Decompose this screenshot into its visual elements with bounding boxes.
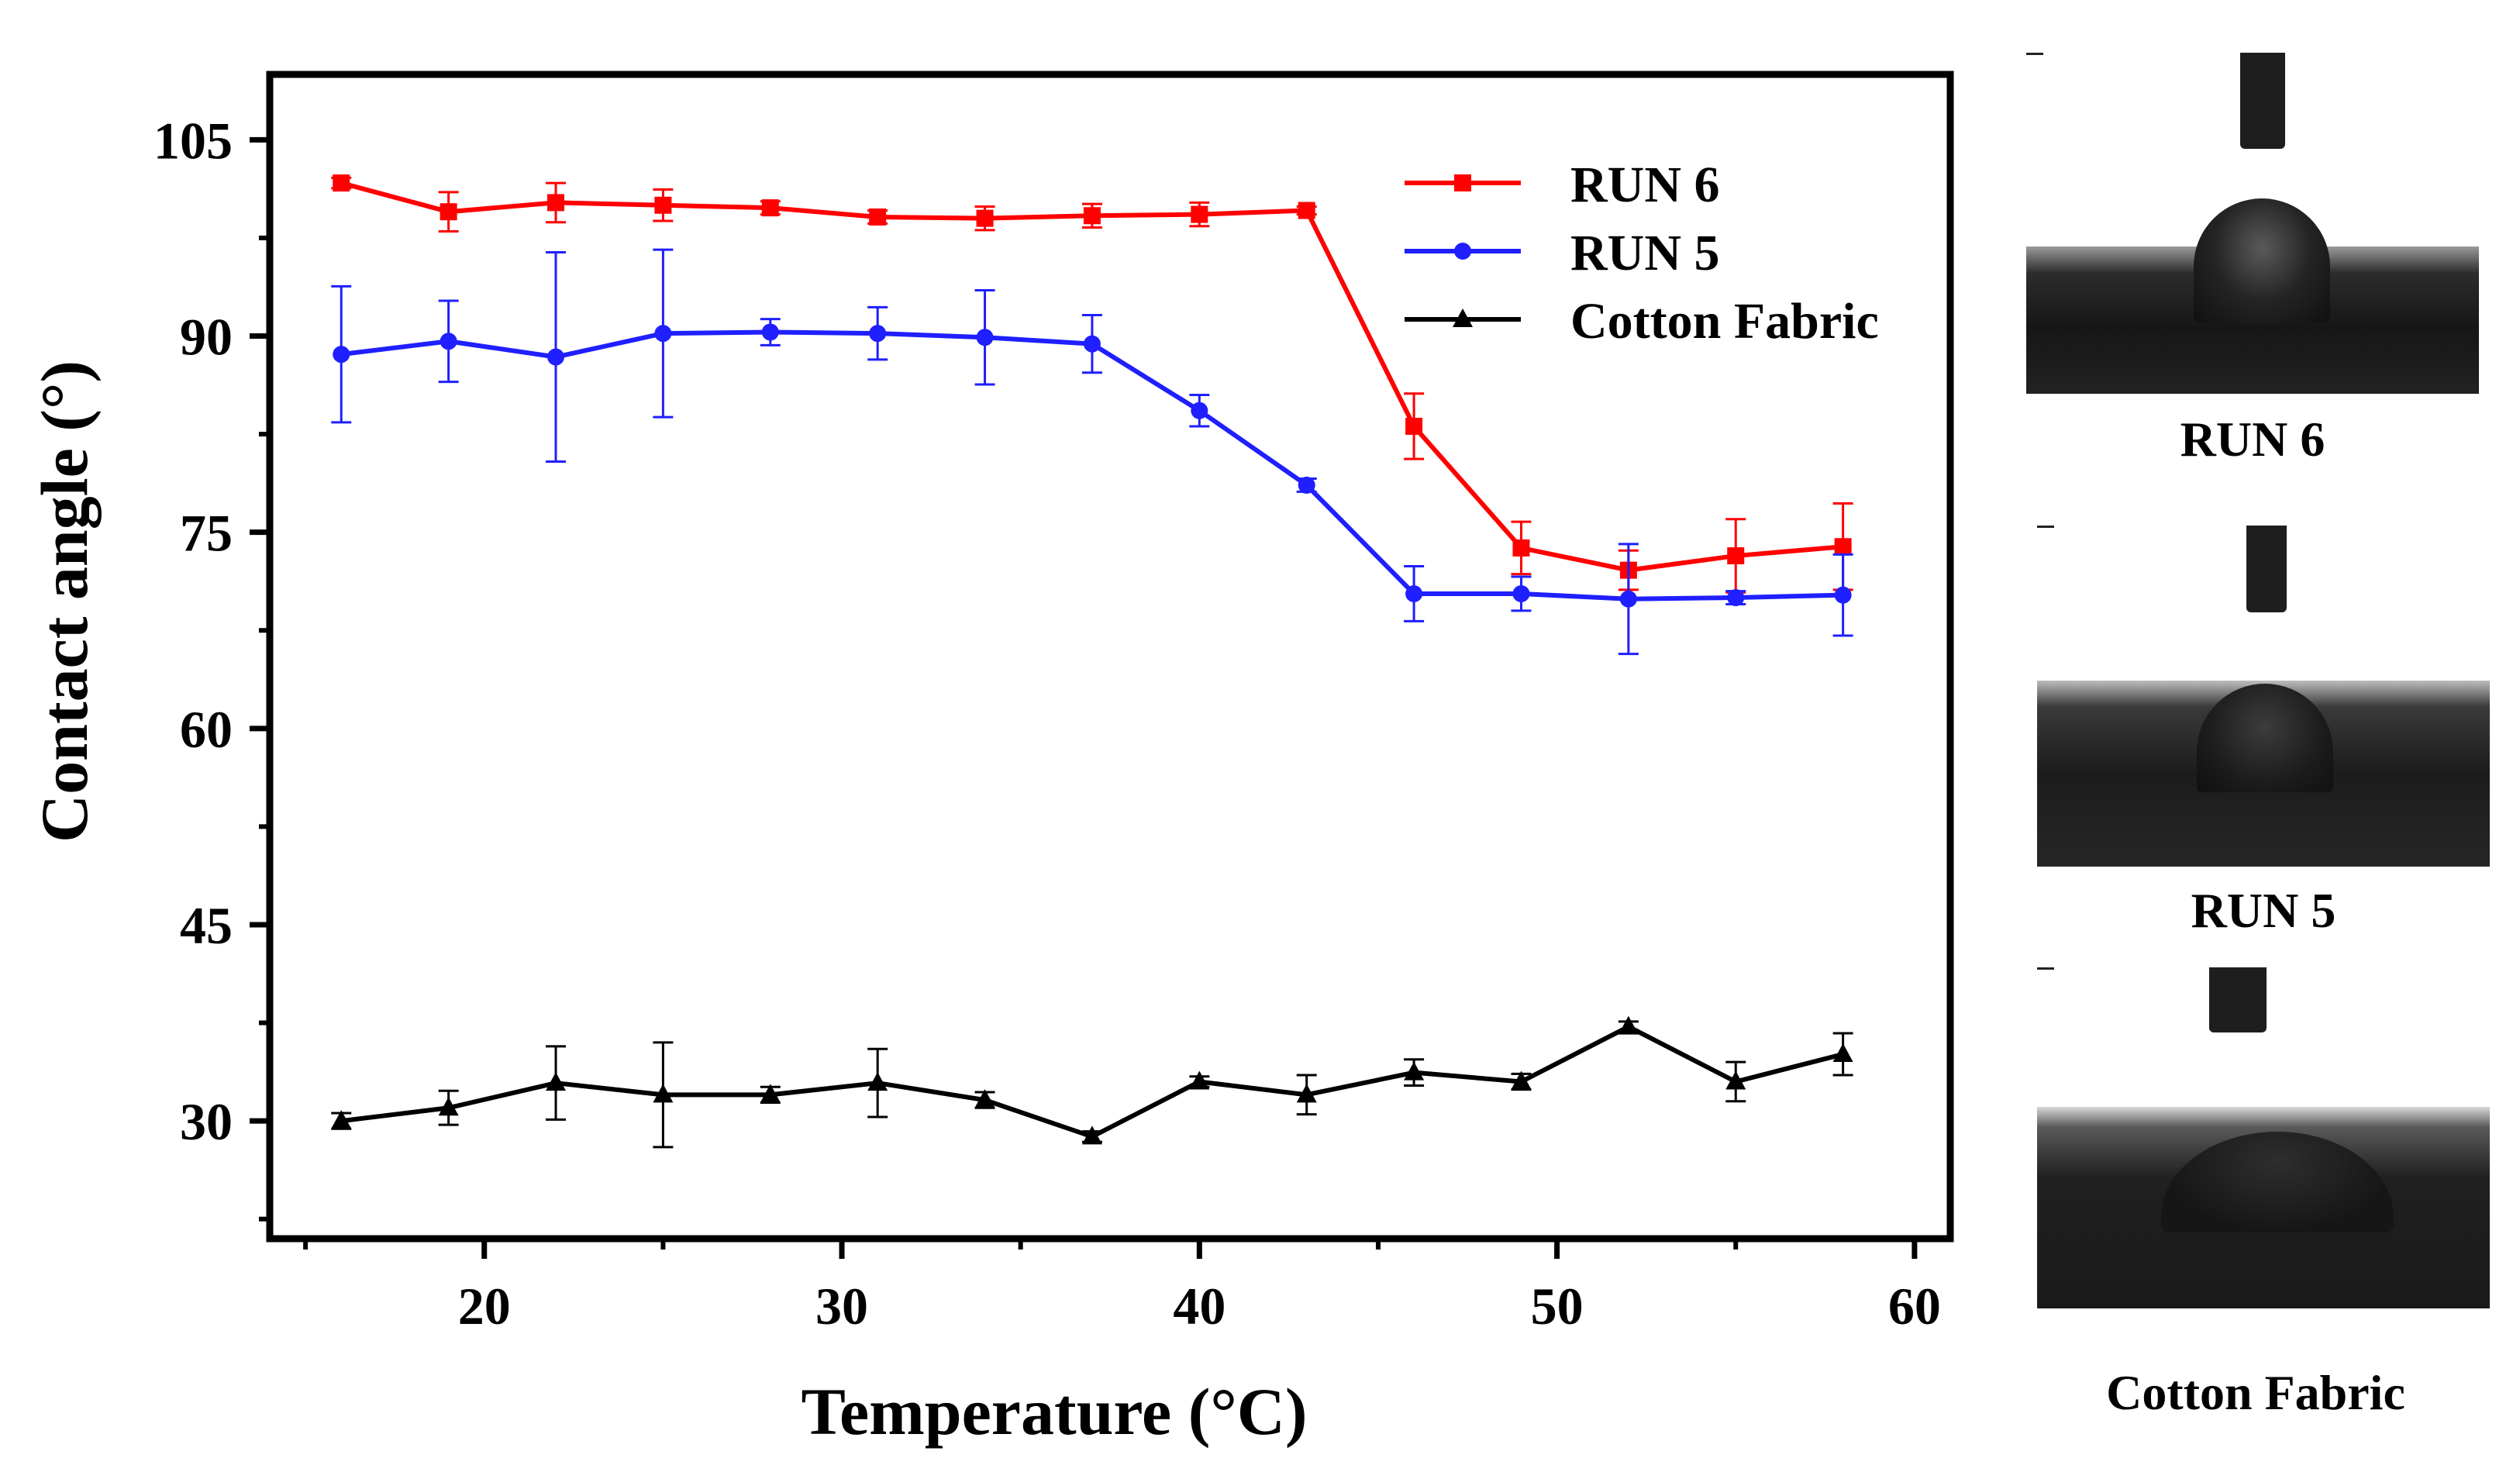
series-0: [331, 174, 1853, 594]
series-2: [331, 1015, 1853, 1149]
data-point: [1834, 586, 1852, 604]
series-1: [331, 248, 1853, 656]
data-point: [867, 1072, 888, 1091]
data-point: [1727, 547, 1745, 565]
data-point: [974, 1089, 995, 1108]
data-point: [1404, 1061, 1425, 1081]
data-point: [1083, 207, 1101, 225]
droplet-photo-run5: [2037, 526, 2490, 867]
data-point: [1405, 417, 1423, 435]
data-point: [1727, 589, 1745, 607]
data-point: [440, 333, 457, 350]
data-point: [761, 199, 779, 217]
legend-marker: [1453, 309, 1473, 327]
legend-label: Cotton Fabric: [1570, 293, 1879, 350]
y-axis-title: Contact angle (°): [27, 360, 102, 843]
legend-label: RUN 5: [1570, 225, 1720, 281]
data-point: [1083, 335, 1101, 353]
data-point: [331, 1110, 352, 1129]
data-point: [440, 203, 457, 221]
data-point: [654, 196, 672, 214]
data-point: [1405, 584, 1423, 602]
x-tick-label: 20: [458, 1277, 511, 1336]
data-point: [976, 209, 994, 227]
data-point: [438, 1097, 459, 1116]
series-line: [340, 1024, 1844, 1139]
data-point: [1298, 202, 1315, 219]
data-point: [976, 329, 994, 346]
photo-caption-run6: RUN 6: [2180, 412, 2325, 467]
photo-caption-cotton: Cotton Fabric: [2106, 1365, 2405, 1420]
data-point: [546, 1072, 567, 1091]
data-point: [869, 325, 887, 343]
data-point: [1512, 539, 1530, 557]
data-point: [1618, 1015, 1639, 1035]
data-point: [1512, 584, 1530, 602]
droplet-photo-run6: [2026, 53, 2479, 394]
data-point: [547, 348, 565, 366]
series-layer: [331, 174, 1853, 1149]
data-point: [1725, 1070, 1746, 1090]
data-point: [333, 174, 350, 192]
data-point: [1189, 1070, 1210, 1090]
x-tick-label: 40: [1173, 1277, 1226, 1336]
plot-frame: [266, 71, 1954, 1243]
data-point: [1296, 1084, 1317, 1103]
axis-ticks: 30 45 60 75 90 105 20 30 40 50 60: [153, 111, 1941, 1336]
data-point: [1832, 1043, 1853, 1063]
x-tick-label: 50: [1531, 1277, 1584, 1336]
data-point: [653, 1084, 674, 1103]
data-point: [1298, 476, 1315, 494]
y-tick-label: 45: [180, 896, 233, 955]
legend-marker: [1454, 174, 1471, 191]
data-point: [333, 346, 350, 364]
droplet-photo-cotton: [2037, 967, 2490, 1308]
data-point: [1619, 590, 1637, 608]
data-point: [654, 325, 672, 343]
data-point: [869, 208, 887, 226]
data-point: [1081, 1125, 1102, 1145]
y-tick-label: 60: [180, 700, 233, 759]
legend: RUN 6 RUN 5 Cotton Fabric: [1405, 157, 1879, 350]
data-point: [1511, 1070, 1532, 1090]
y-tick-label: 90: [180, 308, 233, 367]
y-tick-label: 30: [180, 1092, 233, 1151]
data-point: [760, 1084, 781, 1103]
x-axis-title: Temperature (°C): [802, 1374, 1308, 1449]
data-point: [1834, 538, 1852, 556]
y-tick-label: 75: [180, 504, 233, 563]
x-tick-label: 60: [1888, 1277, 1941, 1336]
data-point: [1191, 205, 1208, 223]
legend-marker: [1454, 243, 1471, 260]
photo-caption-run5: RUN 5: [2191, 883, 2336, 938]
y-tick-label: 105: [153, 111, 233, 170]
x-tick-label: 30: [815, 1277, 868, 1336]
data-point: [547, 194, 565, 212]
legend-label: RUN 6: [1570, 157, 1720, 213]
data-point: [1191, 402, 1208, 419]
contact-angle-chart: 30 45 60 75 90 105 20 30 40 50 60 RUN 6 RUN 5 Cotton…: [27, 71, 1954, 1449]
data-point: [761, 323, 779, 341]
